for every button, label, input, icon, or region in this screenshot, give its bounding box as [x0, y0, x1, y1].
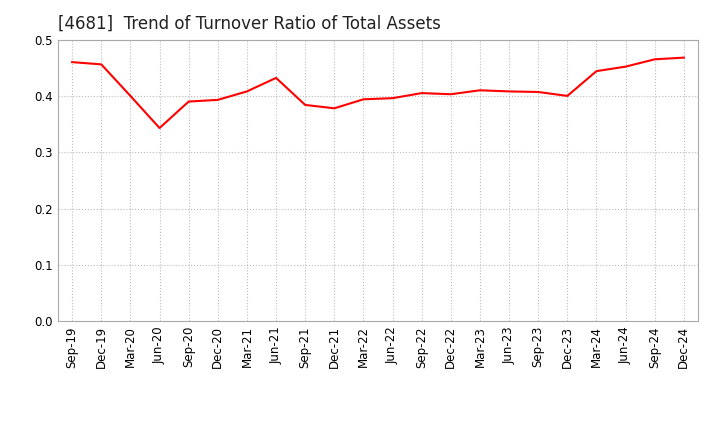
Text: [4681]  Trend of Turnover Ratio of Total Assets: [4681] Trend of Turnover Ratio of Total … [58, 15, 441, 33]
